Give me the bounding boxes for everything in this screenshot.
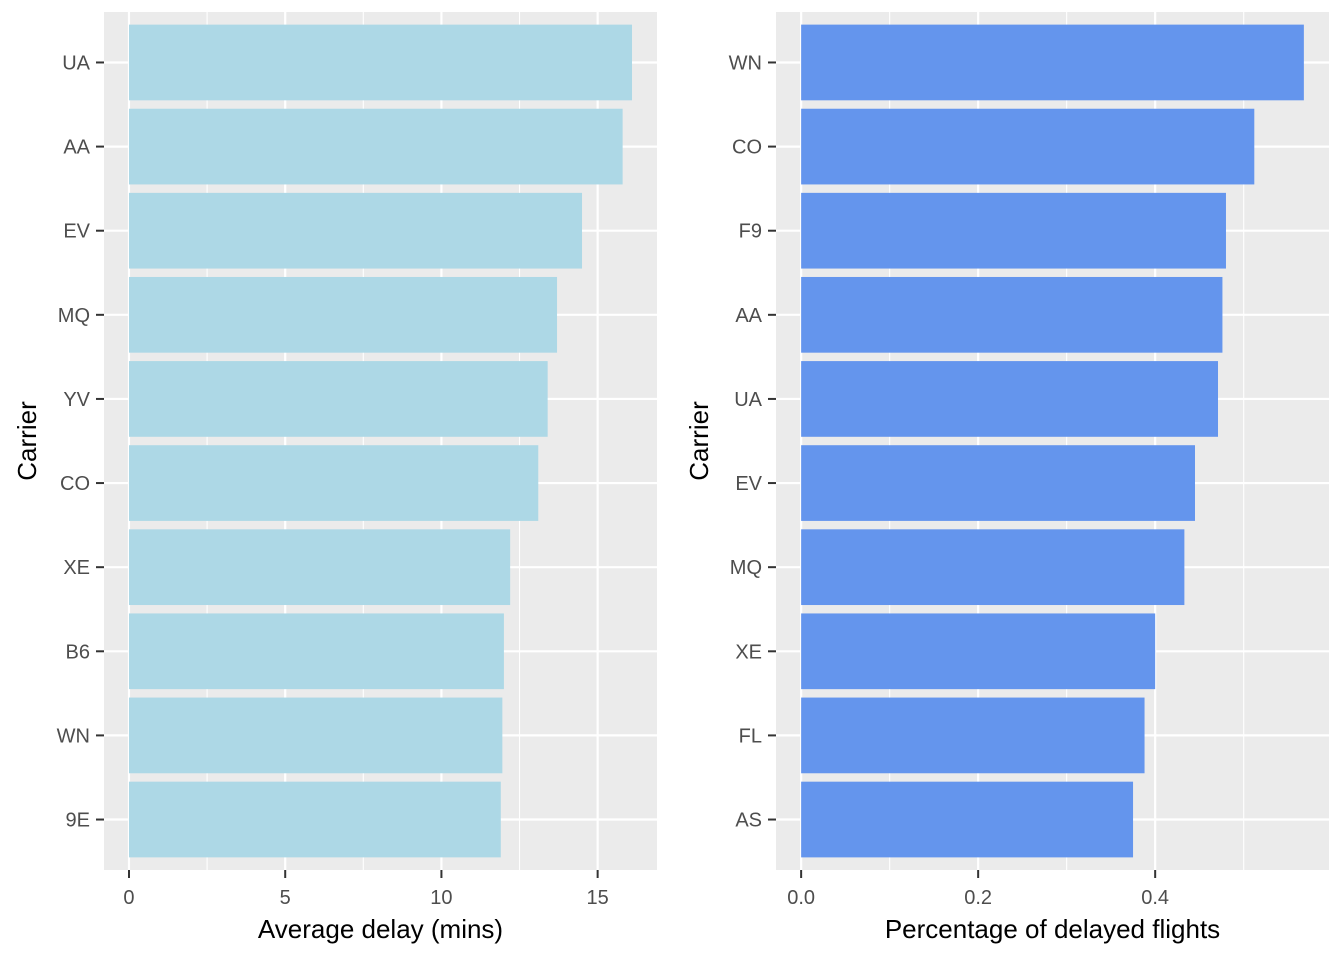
y-tick-label: WN — [57, 725, 90, 747]
y-tick-label: AA — [735, 305, 762, 327]
bar-ua — [801, 361, 1219, 437]
y-tick-label: EV — [63, 221, 90, 243]
x-tick-label: 0.0 — [787, 887, 815, 909]
x-tick-label: 0 — [123, 887, 134, 909]
bar-wn — [801, 24, 1304, 101]
bar-9e — [128, 781, 501, 858]
y-tick-label: MQ — [730, 557, 762, 579]
bar-mq — [128, 276, 558, 353]
x-tick-label: 0.2 — [964, 887, 992, 909]
y-axis-title: Carrier — [684, 401, 714, 481]
x-axis-title: Average delay (mins) — [258, 914, 503, 944]
y-tick-label: B6 — [66, 641, 90, 663]
bar-ev — [128, 192, 583, 269]
y-tick-label: AA — [63, 137, 90, 159]
bar-wn — [128, 697, 503, 774]
y-tick-label: WN — [729, 52, 762, 74]
bar-fl — [801, 697, 1145, 774]
bar-b6 — [128, 613, 504, 690]
bar-xe — [801, 613, 1156, 690]
bar-yv — [128, 361, 548, 437]
y-tick-label: F9 — [739, 221, 762, 243]
bar-co — [801, 108, 1255, 185]
bar-f9 — [801, 192, 1226, 269]
bar-mq — [801, 529, 1185, 606]
y-tick-label: CO — [732, 137, 762, 159]
bar-as — [801, 781, 1134, 858]
y-tick-label: XE — [735, 641, 762, 663]
bar-aa — [801, 276, 1223, 353]
y-tick-label: EV — [735, 473, 762, 495]
bar-ev — [801, 445, 1195, 521]
delayed-percentage-chart: WN CO F9 AA UA EV MQ XE FL AS 0.0 0.2 0.4 Percentage … — [684, 12, 1329, 944]
x-tick-label: 15 — [587, 887, 609, 909]
y-tick-label: 9E — [66, 810, 90, 832]
y-tick-label: AS — [735, 810, 762, 832]
bar-co — [128, 445, 539, 521]
y-tick-label: MQ — [58, 305, 90, 327]
y-tick-label: UA — [62, 52, 90, 74]
bar-ua — [128, 24, 633, 101]
x-tick-label: 5 — [280, 887, 291, 909]
y-tick-label: UA — [734, 389, 762, 411]
y-tick-label: FL — [739, 725, 762, 747]
average-delay-chart: UA AA EV MQ YV CO XE B6 WN 9E 0 5 10 15 Average delay … — [12, 12, 657, 944]
y-tick-label: XE — [63, 557, 90, 579]
x-tick-label: 10 — [430, 887, 452, 909]
y-axis-title: Carrier — [12, 401, 42, 481]
bar-aa — [128, 108, 623, 185]
bar-xe — [128, 529, 511, 606]
x-axis-title: Percentage of delayed flights — [885, 914, 1220, 944]
x-tick-label: 0.4 — [1141, 887, 1169, 909]
y-tick-label: YV — [63, 389, 90, 411]
y-tick-label: CO — [60, 473, 90, 495]
